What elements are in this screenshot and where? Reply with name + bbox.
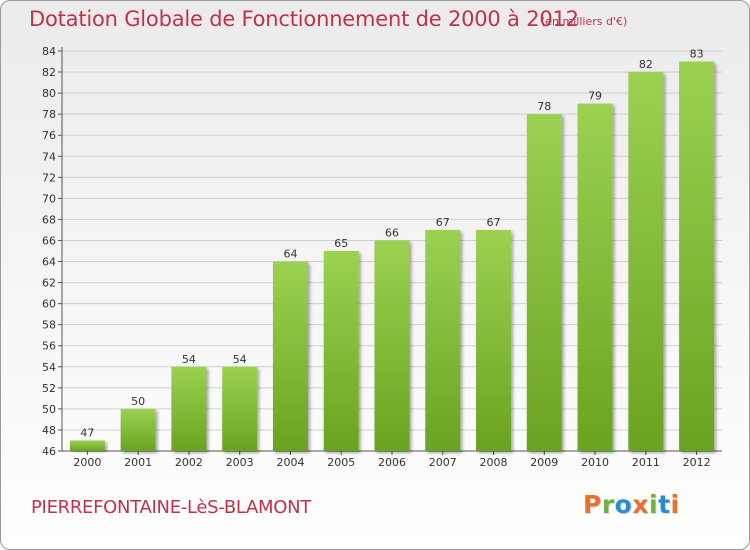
bar-2000 — [69, 440, 105, 451]
y-tick-label: 78 — [42, 108, 56, 121]
bar-2009 — [526, 114, 562, 451]
logo-letter: i — [670, 490, 680, 519]
data-label: 66 — [385, 226, 399, 239]
bar-2002 — [171, 366, 207, 451]
data-label: 54 — [233, 353, 247, 366]
x-tick-label: 2002 — [175, 456, 203, 469]
x-tick-label: 2010 — [581, 456, 609, 469]
data-label: 78 — [537, 100, 551, 113]
data-label: 67 — [436, 216, 450, 229]
data-label: 54 — [182, 353, 196, 366]
y-tick-label: 76 — [42, 129, 56, 142]
y-tick-label: 52 — [42, 382, 56, 395]
x-tick-label: 2006 — [378, 456, 406, 469]
logo-letter: r — [601, 490, 615, 519]
y-tick-label: 64 — [42, 256, 56, 269]
y-tick-label: 50 — [42, 403, 56, 416]
bar-2001 — [120, 408, 156, 451]
bars — [69, 61, 715, 452]
data-label: 64 — [283, 248, 297, 261]
bar-2006 — [374, 240, 410, 451]
bar-2004 — [272, 261, 308, 451]
y-tick-label: 80 — [42, 87, 56, 100]
y-tick-label: 46 — [42, 445, 56, 458]
bar-2012 — [679, 61, 715, 452]
bar-2011 — [628, 72, 664, 451]
commune-name: PIERREFONTAINE-LèS-BLAMONT — [31, 497, 311, 518]
x-tick-label: 2005 — [327, 456, 355, 469]
chart-title: Dotation Globale de Fonctionnement de 20… — [29, 7, 579, 31]
logo-letter: o — [614, 490, 633, 519]
logo-letter: i — [649, 490, 659, 519]
x-tick-label: 2012 — [683, 456, 711, 469]
x-tick-label: 2004 — [276, 456, 304, 469]
data-label: 79 — [588, 90, 602, 103]
bar-2010 — [577, 103, 613, 451]
x-tick-label: 2011 — [632, 456, 660, 469]
y-tick-label: 54 — [42, 361, 56, 374]
y-tick-label: 82 — [42, 66, 56, 79]
chart-subtitle: (en milliers d'€) — [541, 15, 628, 28]
y-tick-label: 62 — [42, 277, 56, 290]
x-tick-label: 2003 — [226, 456, 254, 469]
bar-2008 — [476, 229, 512, 451]
data-labels: 47 50 54 54 64 65 66 67 67 78 79 82 83 — [80, 48, 703, 440]
data-label: 50 — [131, 395, 145, 408]
data-label: 65 — [334, 237, 348, 250]
logo-letter: x — [632, 490, 649, 519]
data-label: 47 — [80, 426, 94, 439]
data-label: 82 — [639, 58, 653, 71]
y-tick-label: 48 — [42, 424, 56, 437]
x-tick-label: 2009 — [530, 456, 558, 469]
data-label: 67 — [487, 216, 501, 229]
y-tick-label: 56 — [42, 340, 56, 353]
y-tick-label: 72 — [42, 171, 56, 184]
proxiti-logo: Proxiti — [583, 490, 680, 519]
logo-letter: P — [583, 490, 602, 519]
x-tick-label: 2001 — [124, 456, 152, 469]
bar-2007 — [425, 229, 461, 451]
x-tick-label: 2000 — [73, 456, 101, 469]
y-tick-label: 70 — [42, 192, 56, 205]
y-tick-label: 84 — [42, 45, 56, 58]
y-tick-label: 74 — [42, 150, 56, 163]
bar-2003 — [222, 366, 258, 451]
y-tick-label: 58 — [42, 319, 56, 332]
logo-letter: t — [658, 490, 671, 519]
x-tick-label: 2007 — [429, 456, 457, 469]
y-tick-label: 60 — [42, 298, 56, 311]
bar-2005 — [323, 251, 359, 451]
y-tick-label: 68 — [42, 213, 56, 226]
data-label: 83 — [690, 48, 704, 61]
x-tick-label: 2008 — [480, 456, 508, 469]
y-tick-label: 66 — [42, 234, 56, 247]
